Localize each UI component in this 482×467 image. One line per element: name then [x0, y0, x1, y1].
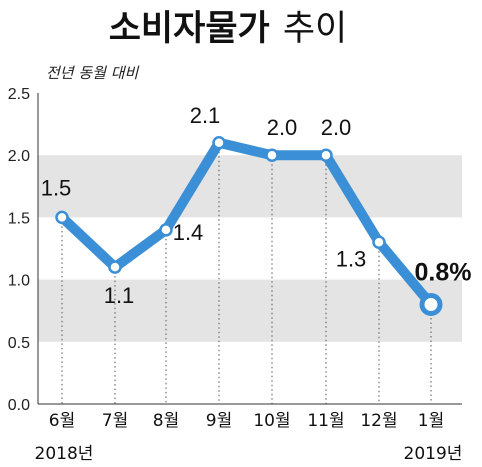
vertical-guides	[61, 142, 432, 404]
x-tick-label: 10월	[253, 411, 290, 431]
data-label: 1.4	[173, 220, 204, 245]
data-label: 1.3	[336, 246, 367, 271]
data-point	[212, 136, 226, 150]
x-tick-label: 7월	[102, 411, 128, 431]
x-tick-label: 6월	[49, 411, 75, 431]
chart-title: 소비자물가 추이	[109, 9, 348, 49]
y-tick-label: 1.5	[8, 210, 30, 227]
grid-band	[38, 279, 462, 342]
data-point	[419, 292, 443, 316]
y-tick-label: 0.5	[8, 335, 30, 352]
data-points	[55, 136, 443, 316]
data-label: 0.8%	[415, 258, 472, 286]
data-point	[265, 148, 279, 162]
data-point	[55, 210, 69, 225]
data-labels: 1.5 1.1 1.4 2.1 2.0 2.0 1.3 0.8%	[41, 103, 472, 308]
data-point	[319, 148, 333, 162]
x-tick-label: 11월	[307, 411, 344, 431]
series-line	[57, 137, 436, 310]
chart-title-main: 소비자물가	[109, 9, 270, 49]
y-tick-label: 1.0	[8, 273, 30, 290]
grid-band	[38, 155, 462, 218]
axes	[37, 93, 462, 405]
year-label: 2018년	[35, 444, 94, 464]
data-label: 2.0	[321, 115, 352, 140]
year-labels: 2018년 2019년	[35, 444, 463, 464]
y-tick-label: 0.0	[8, 397, 30, 414]
year-label: 2019년	[404, 444, 463, 464]
data-label: 2.0	[267, 115, 298, 140]
data-point	[372, 235, 386, 250]
background-bands	[38, 155, 462, 342]
data-label: 1.5	[41, 175, 72, 200]
x-tick-label: 12월	[360, 411, 397, 431]
data-point	[108, 260, 122, 274]
x-tick-label: 1월	[418, 411, 444, 431]
y-tick-label: 2.5	[8, 86, 30, 103]
data-point	[159, 223, 173, 237]
x-tick-label: 8월	[153, 411, 179, 431]
y-tick-label: 2.0	[8, 148, 30, 165]
data-label: 2.1	[190, 103, 221, 128]
unit-note: 전년 동월 대비	[46, 64, 140, 82]
x-tick-labels: 6월 7월 8월 9월 10월 11월 12월 1월	[49, 411, 444, 431]
series-line-path	[57, 137, 436, 310]
chart-title-sub: 추이	[283, 9, 347, 49]
data-label: 1.1	[104, 283, 135, 308]
y-tick-labels: 0.0 0.5 1.0 1.5 2.0 2.5	[8, 86, 30, 414]
x-tick-label: 9월	[206, 411, 232, 431]
